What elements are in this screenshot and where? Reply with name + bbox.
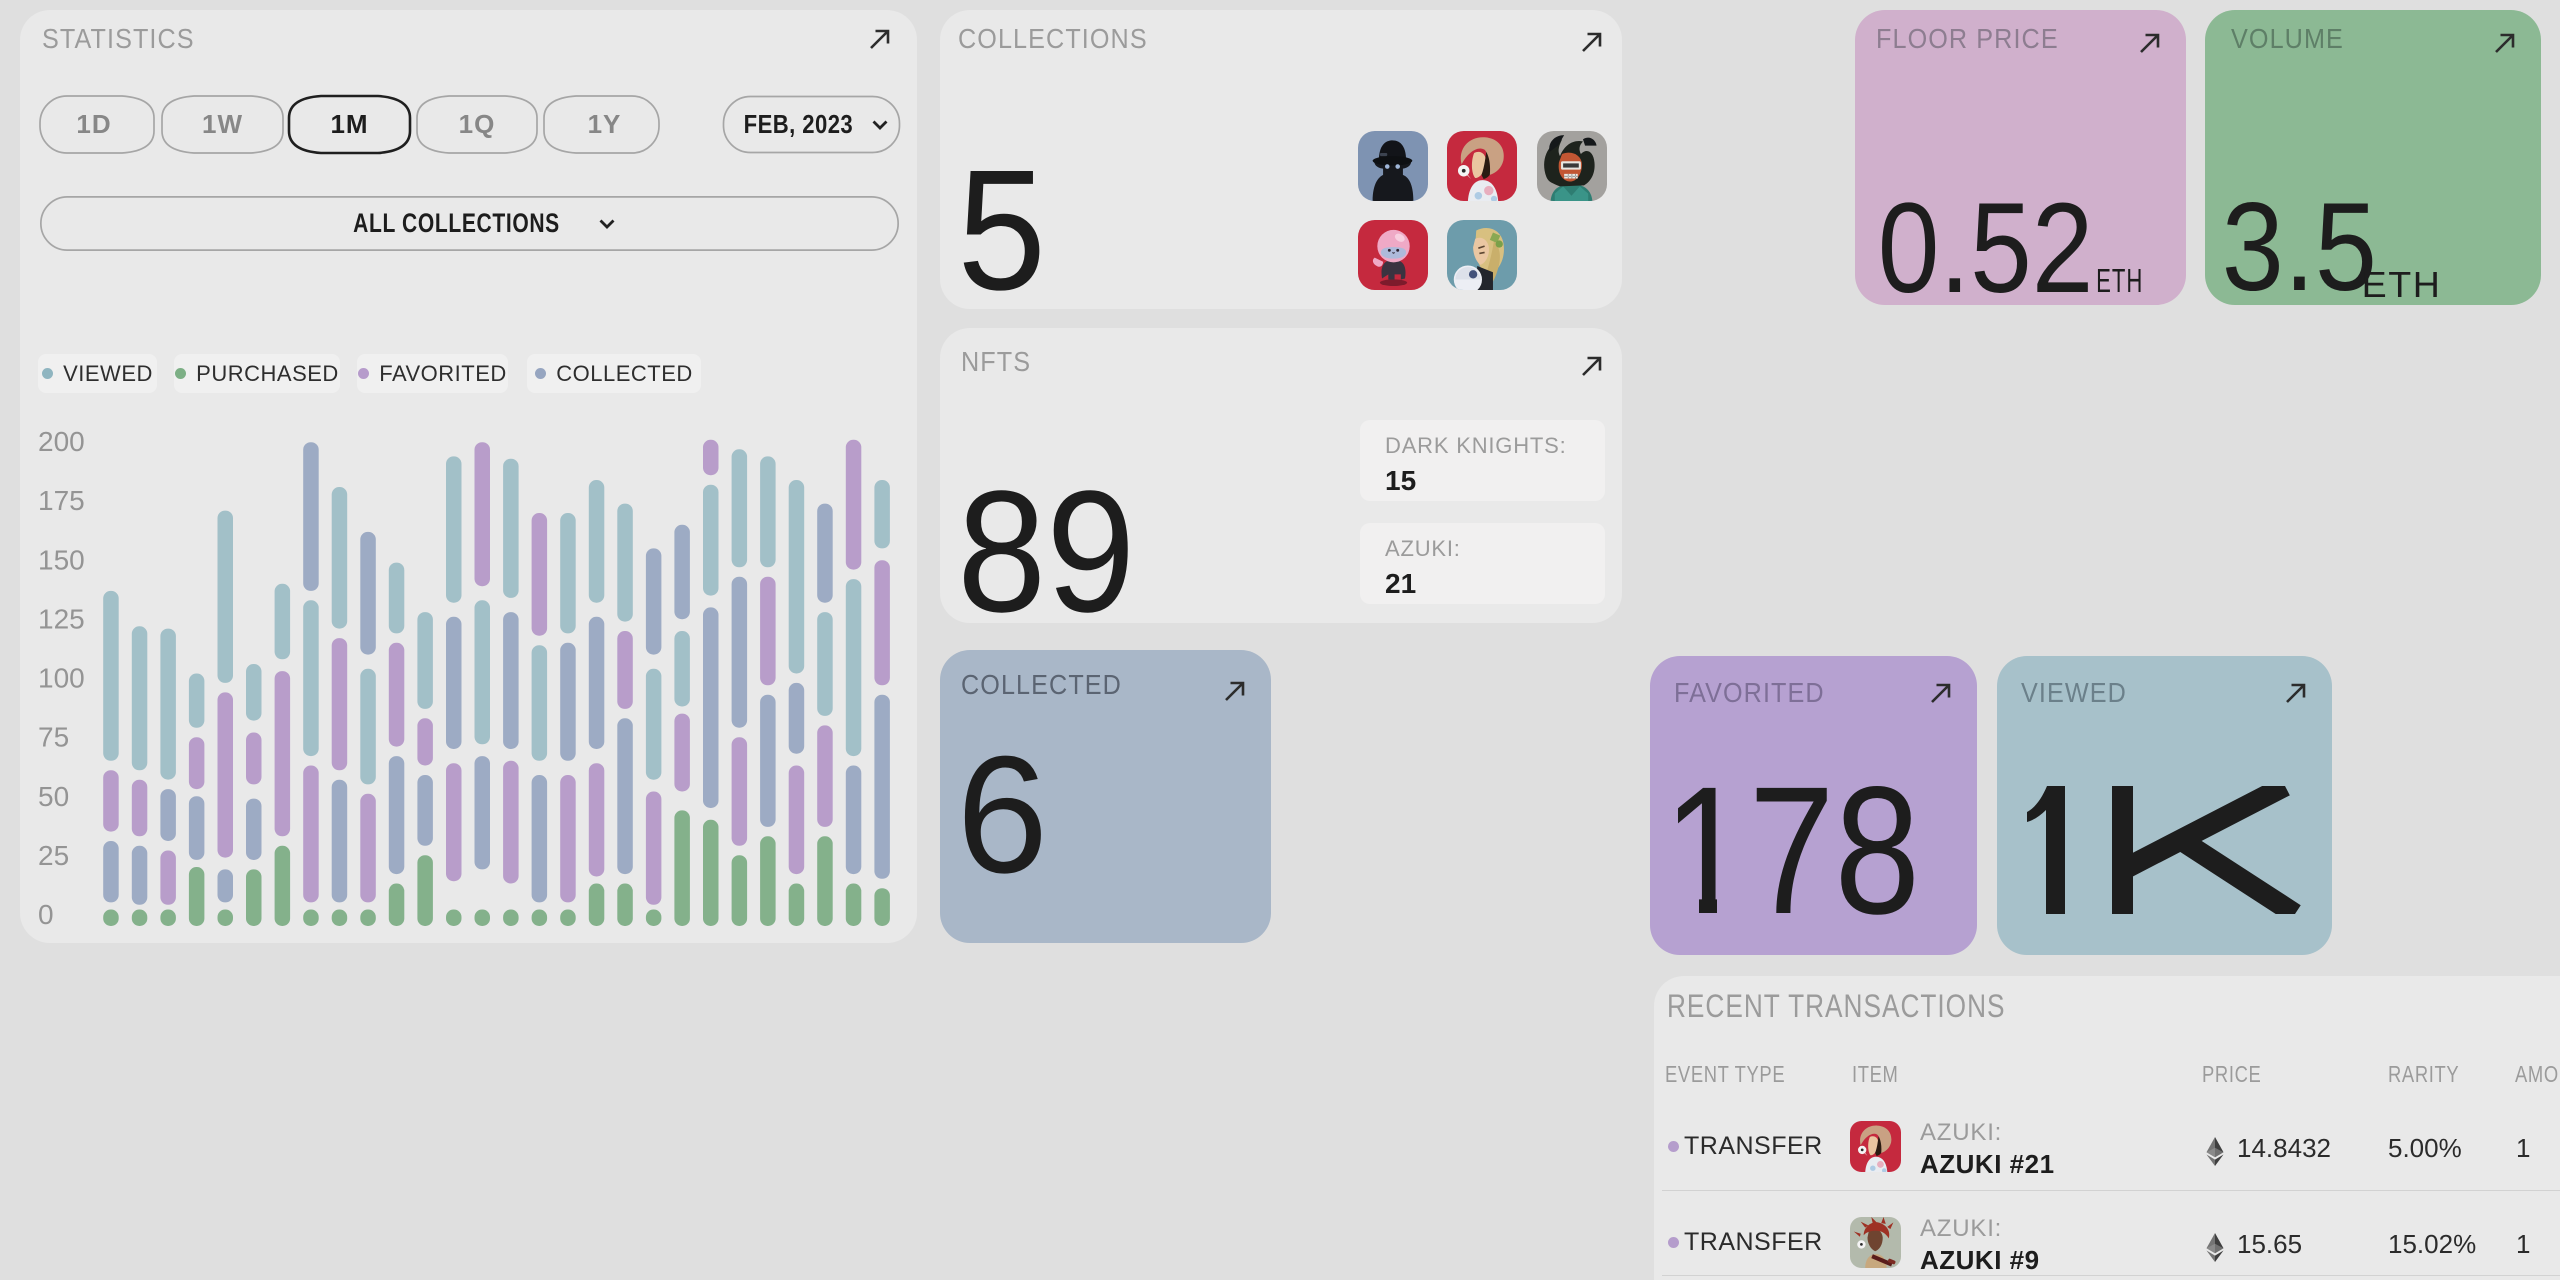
svg-text:0: 0 bbox=[38, 899, 54, 930]
svg-text:200: 200 bbox=[38, 426, 85, 457]
svg-text:125: 125 bbox=[38, 603, 85, 634]
svg-text:50: 50 bbox=[38, 781, 69, 812]
svg-text:175: 175 bbox=[38, 485, 85, 516]
svg-text:25: 25 bbox=[38, 840, 69, 871]
svg-text:100: 100 bbox=[38, 663, 85, 694]
svg-text:150: 150 bbox=[38, 544, 85, 575]
svg-text:75: 75 bbox=[38, 722, 69, 753]
